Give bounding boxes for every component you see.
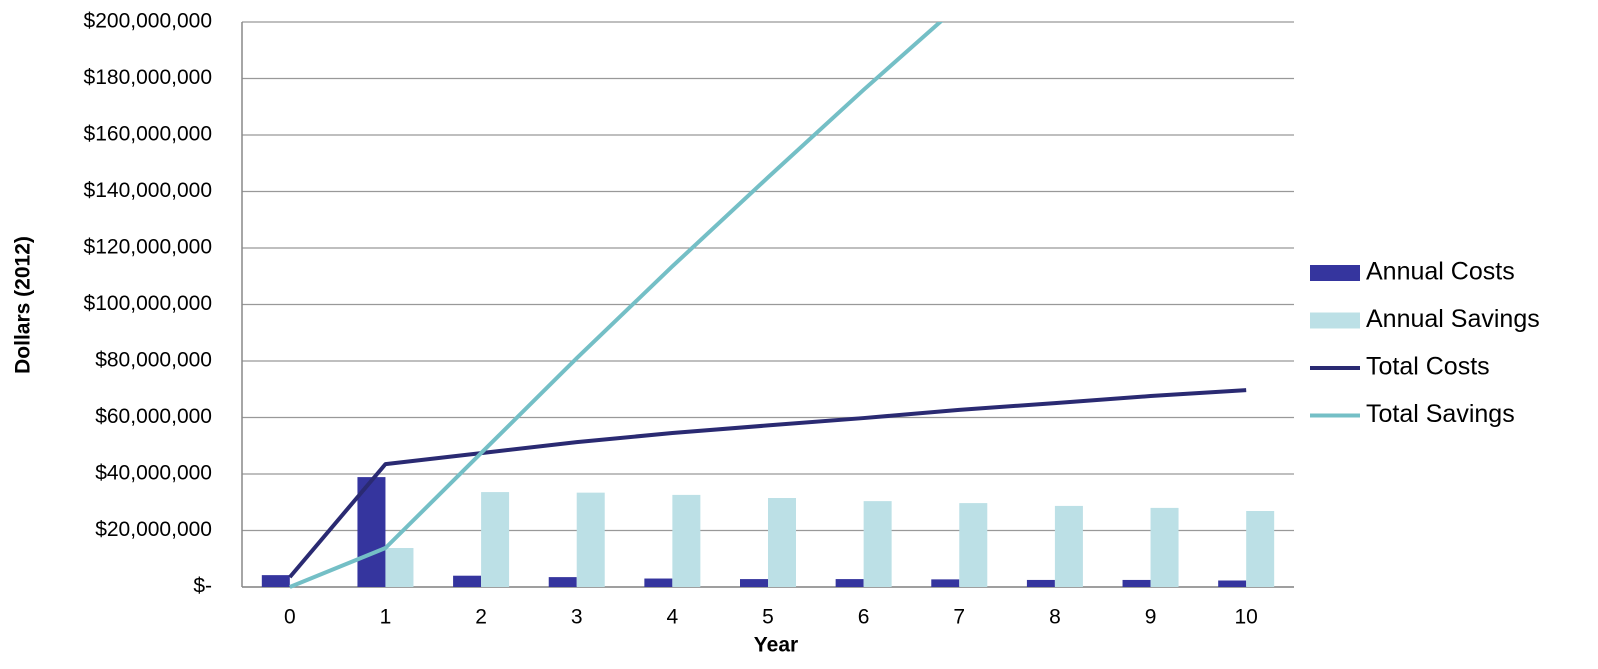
bar <box>1218 580 1247 587</box>
bar <box>1026 579 1055 587</box>
bar <box>385 548 414 587</box>
x-tick-label: 10 <box>1235 606 1258 629</box>
bar <box>1054 505 1083 587</box>
bar <box>1122 579 1151 587</box>
legend-swatch <box>1310 312 1360 329</box>
bar <box>959 503 988 587</box>
y-tick-label: $40,000,000 <box>95 462 212 485</box>
y-tick-label: $80,000,000 <box>95 349 212 372</box>
x-tick-label: 1 <box>380 606 392 629</box>
y-tick-label: $20,000,000 <box>95 518 212 541</box>
bar <box>672 494 701 587</box>
bar <box>835 579 864 587</box>
bar <box>1246 511 1275 587</box>
bar <box>768 498 796 587</box>
legend-label: Annual Savings <box>1366 305 1540 333</box>
bar <box>740 579 768 587</box>
legend-label: Total Costs <box>1366 353 1490 381</box>
bar <box>931 579 960 587</box>
bar <box>357 477 386 587</box>
x-tick-label: 8 <box>1049 606 1061 629</box>
legend-label: Total Savings <box>1366 400 1515 428</box>
lines <box>288 22 1247 589</box>
bar <box>548 577 577 587</box>
y-axis-title: Dollars (2012) <box>12 236 35 374</box>
x-tick-label: 9 <box>1145 606 1157 629</box>
y-tick-label: $200,000,000 <box>84 10 212 33</box>
y-tick-label: $160,000,000 <box>84 123 212 146</box>
line <box>289 22 944 589</box>
legend-swatch <box>1310 265 1360 281</box>
bar <box>1150 507 1179 587</box>
x-tick-label: 6 <box>858 606 870 629</box>
y-tick-label: $100,000,000 <box>84 292 212 315</box>
bar <box>644 578 673 587</box>
bar <box>261 575 290 587</box>
x-tick-label: 5 <box>762 606 774 629</box>
y-tick-label: $140,000,000 <box>84 179 212 202</box>
bar <box>576 492 605 587</box>
x-axis-title: Year <box>754 634 798 657</box>
x-tick-label: 2 <box>475 606 487 629</box>
y-tick-label: $60,000,000 <box>95 405 212 428</box>
bar <box>481 492 510 587</box>
line <box>288 388 1247 579</box>
y-tick-label: $120,000,000 <box>84 236 212 259</box>
x-tick-label: 7 <box>953 606 965 629</box>
bar <box>453 575 482 587</box>
bar <box>863 501 892 587</box>
x-tick-label: 4 <box>667 606 679 629</box>
legend-label: Annual Costs <box>1366 258 1515 286</box>
x-tick-label: 0 <box>284 606 296 629</box>
x-tick-label: 3 <box>571 606 583 629</box>
y-tick-label: $180,000,000 <box>84 66 212 89</box>
y-tick-label: $- <box>193 575 212 598</box>
